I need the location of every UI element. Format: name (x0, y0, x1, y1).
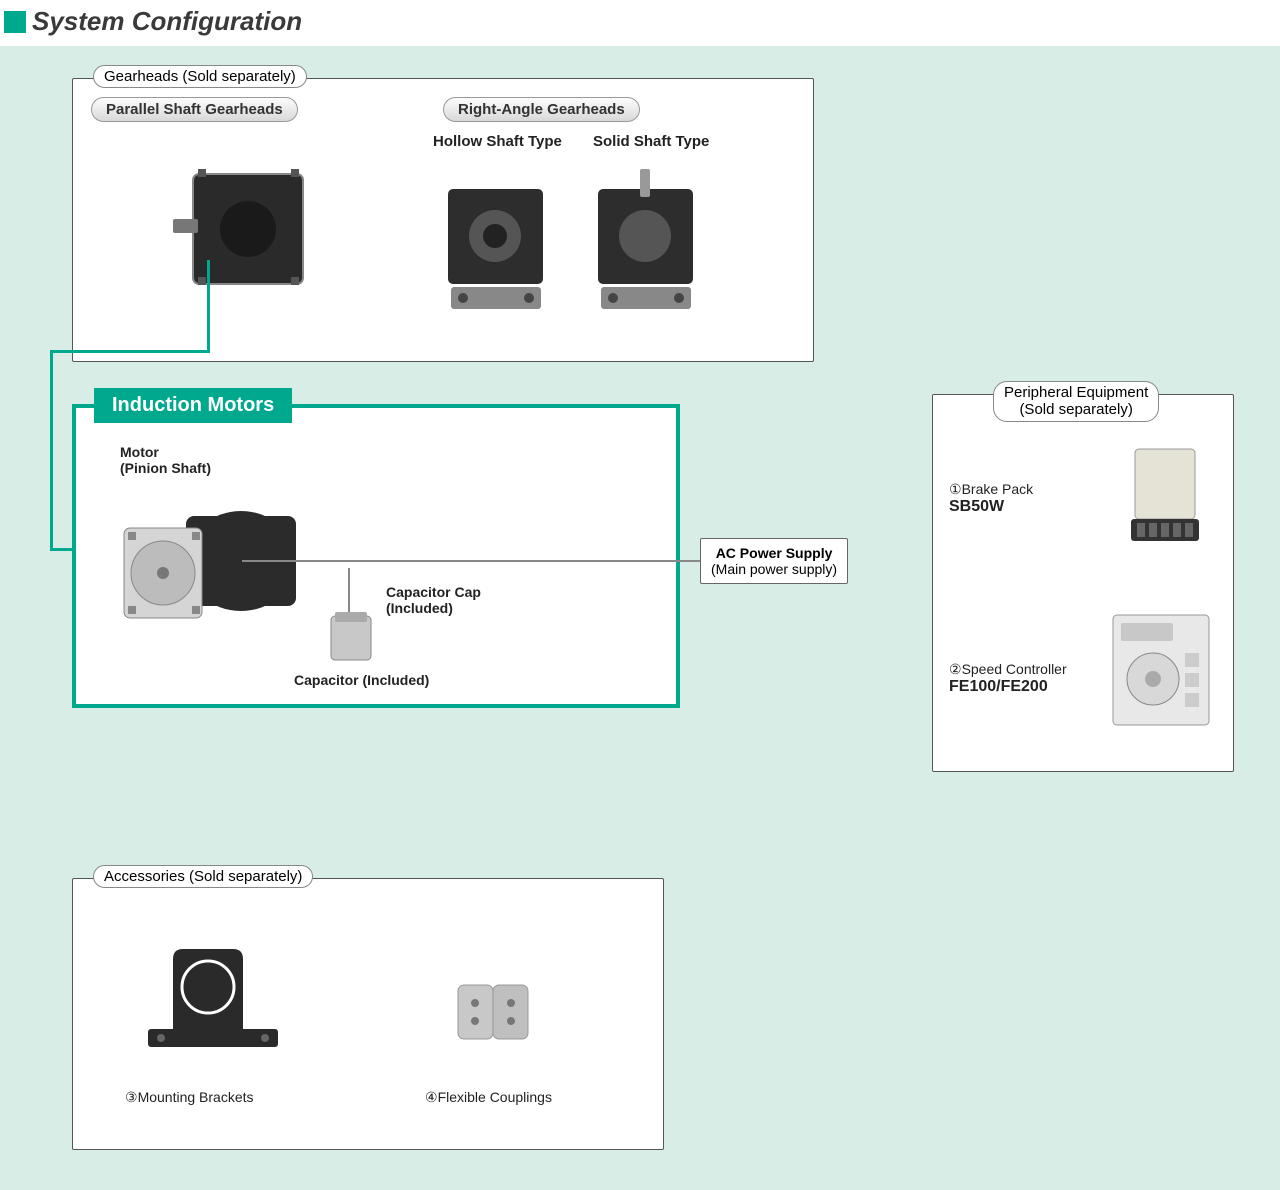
hollow-shaft-label: Hollow Shaft Type (433, 133, 562, 150)
capcap-l1: Capacitor Cap (386, 584, 481, 600)
solid-gearhead-image (573, 169, 723, 329)
induction-motors-box: Induction Motors Motor (Pinion Shaft) Ca… (72, 404, 680, 708)
coupling-image (443, 965, 553, 1065)
gearheads-box: Gearheads (Sold separately) Parallel Sha… (72, 78, 814, 362)
capacitor-cap-label: Capacitor Cap (Included) (386, 584, 481, 616)
coup-lbl: Flexible Couplings (438, 1089, 552, 1105)
speed-controller-label: ②Speed Controller FE100/FE200 (949, 661, 1067, 696)
motor-label-l2: (Pinion Shaft) (120, 460, 211, 476)
motor-image (106, 486, 316, 666)
coupling-label: ④Flexible Couplings (425, 1089, 552, 1106)
solid-shaft-label: Solid Shaft Type (593, 133, 709, 150)
parallel-shaft-pill: Parallel Shaft Gearheads (91, 97, 298, 122)
peripheral-title-l1: Peripheral Equipment (1004, 384, 1148, 401)
brake-num: ① (949, 481, 962, 497)
page-header: System Configuration (0, 0, 1280, 47)
title-square-icon (4, 11, 26, 33)
induction-motors-title: Induction Motors (94, 388, 292, 423)
peripheral-box: Peripheral Equipment (Sold separately) ①… (932, 394, 1234, 772)
accessories-box: Accessories (Sold separately) ③Mounting … (72, 878, 664, 1150)
mount-num: ③ (125, 1089, 138, 1105)
ac-power-supply-box: AC Power Supply (Main power supply) (700, 538, 848, 584)
connector-gearhead-induction-v2 (207, 260, 210, 350)
supply-l2: (Main power supply) (711, 561, 837, 577)
capacitor-label: Capacitor (Included) (294, 672, 429, 688)
parallel-gearhead-image (163, 149, 343, 329)
speed-num: ② (949, 661, 962, 677)
speed-controller-image (1103, 605, 1223, 735)
brake-pack-image (1123, 441, 1213, 551)
speed-lbl: Speed Controller (962, 661, 1067, 677)
capcap-l2: (Included) (386, 600, 453, 616)
brake-model: SB50W (949, 498, 1004, 515)
motor-label-l1: Motor (120, 444, 159, 460)
right-angle-pill: Right-Angle Gearheads (443, 97, 640, 122)
brake-lbl: Brake Pack (962, 481, 1034, 497)
coup-num: ④ (425, 1089, 438, 1105)
hollow-gearhead-image (423, 169, 573, 329)
speed-model: FE100/FE200 (949, 678, 1048, 695)
peripheral-title: Peripheral Equipment (Sold separately) (993, 381, 1159, 422)
connector-gearhead-induction-h (50, 350, 210, 353)
peripheral-title-l2: (Sold separately) (1019, 401, 1132, 418)
gearheads-title: Gearheads (Sold separately) (93, 65, 307, 88)
accessories-title: Accessories (Sold separately) (93, 865, 313, 888)
connector-induction-supply (242, 560, 702, 562)
supply-l1: AC Power Supply (711, 545, 837, 561)
motor-label: Motor (Pinion Shaft) (120, 444, 211, 476)
connector-gearhead-induction (50, 350, 53, 550)
mount-lbl: Mounting Brackets (138, 1089, 254, 1105)
mounting-bracket-label: ③Mounting Brackets (125, 1089, 254, 1106)
page-title: System Configuration (32, 6, 302, 37)
brake-pack-label: ①Brake Pack SB50W (949, 481, 1033, 516)
capacitor-image (321, 608, 381, 668)
mounting-bracket-image (133, 929, 293, 1069)
